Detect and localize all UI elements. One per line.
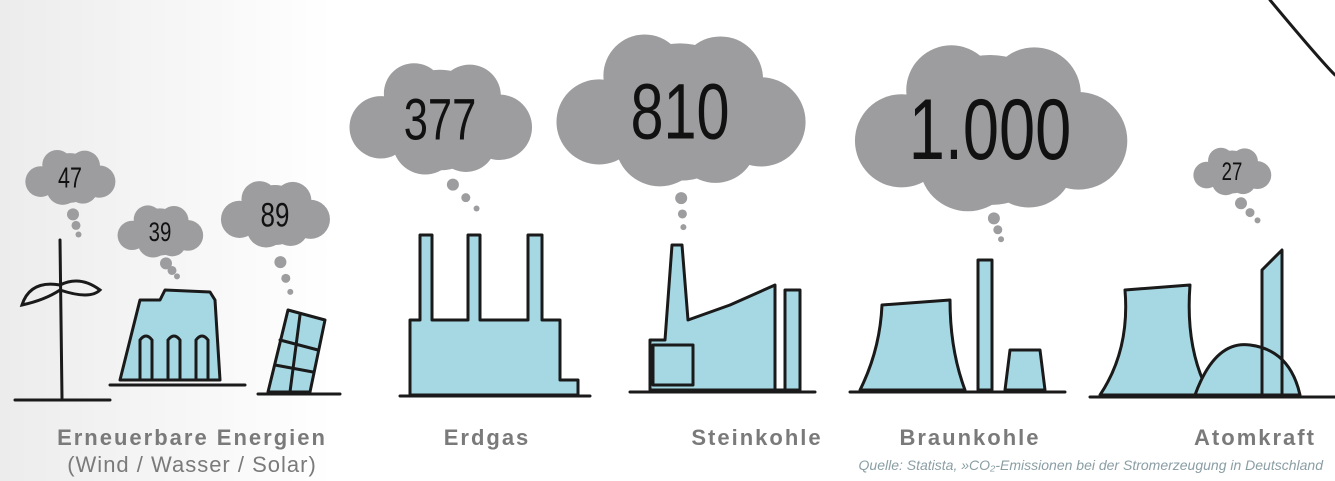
cloud-dot [287, 289, 293, 295]
value-label: 377 [404, 87, 477, 151]
value-label: 47 [58, 163, 82, 195]
cloud-dot [447, 179, 459, 191]
value-label: 27 [1222, 158, 1243, 186]
cloud-dot [1255, 217, 1261, 223]
group-label: Braunkohle [899, 425, 1040, 450]
page: Quelle: Statista, »CO₂-Emissionen bei de… [0, 0, 1335, 481]
cloud-dot [67, 208, 79, 220]
cloud-dot [680, 224, 686, 230]
cloud-dot [1246, 208, 1255, 217]
cloud-dot [998, 236, 1004, 242]
cloud-dot [281, 274, 290, 283]
group-label: Erdgas [444, 425, 531, 450]
cloud-dot [72, 221, 81, 230]
cloud-dot [678, 209, 687, 218]
cloud-dot [174, 273, 180, 279]
value-label: 39 [149, 217, 172, 248]
value-label: 89 [261, 196, 290, 234]
chart: Quelle: Statista, »CO₂-Emissionen bei de… [0, 0, 1335, 481]
value-label: 1.000 [909, 82, 1072, 178]
cloud-dot [76, 232, 82, 238]
cloud-dot [461, 193, 470, 202]
source: Quelle: Statista, »CO₂-Emissionen bei de… [859, 457, 1325, 473]
group-label: Erneuerbare Energien [57, 425, 327, 450]
cloud-dot [274, 256, 286, 268]
group-label: Atomkraft [1194, 425, 1316, 450]
cloud-dot [675, 192, 687, 204]
group-label: Steinkohle [691, 425, 822, 450]
cloud-dot [988, 212, 1000, 224]
value-label: 810 [630, 67, 729, 155]
cloud-dot [474, 205, 480, 211]
cloud-dot [1235, 197, 1247, 209]
cloud-dot [993, 225, 1002, 234]
group-sublabel: (Wind / Wasser / Solar) [67, 452, 317, 477]
cloud-dot [168, 266, 177, 275]
